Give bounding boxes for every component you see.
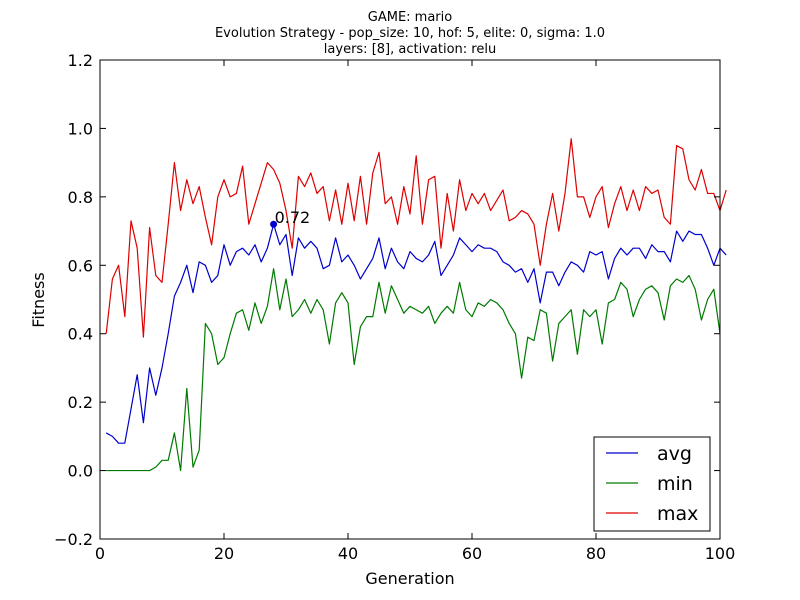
y-tick-label: 0.8 — [68, 188, 93, 207]
annotation-label: 0.72 — [275, 208, 311, 227]
series-line-max — [105, 138, 727, 338]
y-tick-label: −0.2 — [54, 530, 93, 549]
plot-area: 0.72 0 20 40 60 80 100 −0.2 0.0 0.2 0.4 0.6 0.8 1.0 1.… — [54, 51, 735, 563]
y-tick-label: 1.0 — [68, 119, 93, 138]
annotation-marker — [270, 220, 278, 228]
chart-title-line-1: GAME: mario — [368, 10, 452, 25]
x-tick-label: 80 — [586, 544, 606, 563]
legend-label-min: min — [657, 473, 693, 495]
x-tick-label: 20 — [214, 544, 234, 563]
x-tick-label: 100 — [705, 544, 736, 563]
x-axis-label: Generation — [365, 569, 454, 588]
y-tick-label: 1.2 — [68, 51, 93, 70]
y-tick-label: 0.2 — [68, 393, 93, 412]
x-tick-label: 0 — [95, 544, 105, 563]
legend-label-max: max — [657, 503, 698, 525]
y-axis-label: Fitness — [29, 272, 48, 327]
series-line-avg — [105, 223, 727, 444]
chart-title-line-3: layers: [8], activation: relu — [324, 42, 496, 57]
y-tick-label: 0.6 — [68, 256, 93, 275]
series-line-min — [106, 268, 721, 472]
x-tick-label: 60 — [462, 544, 482, 563]
chart-title-line-2: Evolution Strategy - pop_size: 10, hof: … — [215, 26, 605, 41]
legend-label-avg: avg — [657, 443, 692, 465]
y-tick-label: 0.4 — [68, 325, 93, 344]
legend: avg min max — [593, 436, 711, 532]
x-tick-label: 40 — [338, 544, 358, 563]
y-tick-label: 0.0 — [68, 462, 93, 481]
plot-frame — [99, 59, 721, 540]
